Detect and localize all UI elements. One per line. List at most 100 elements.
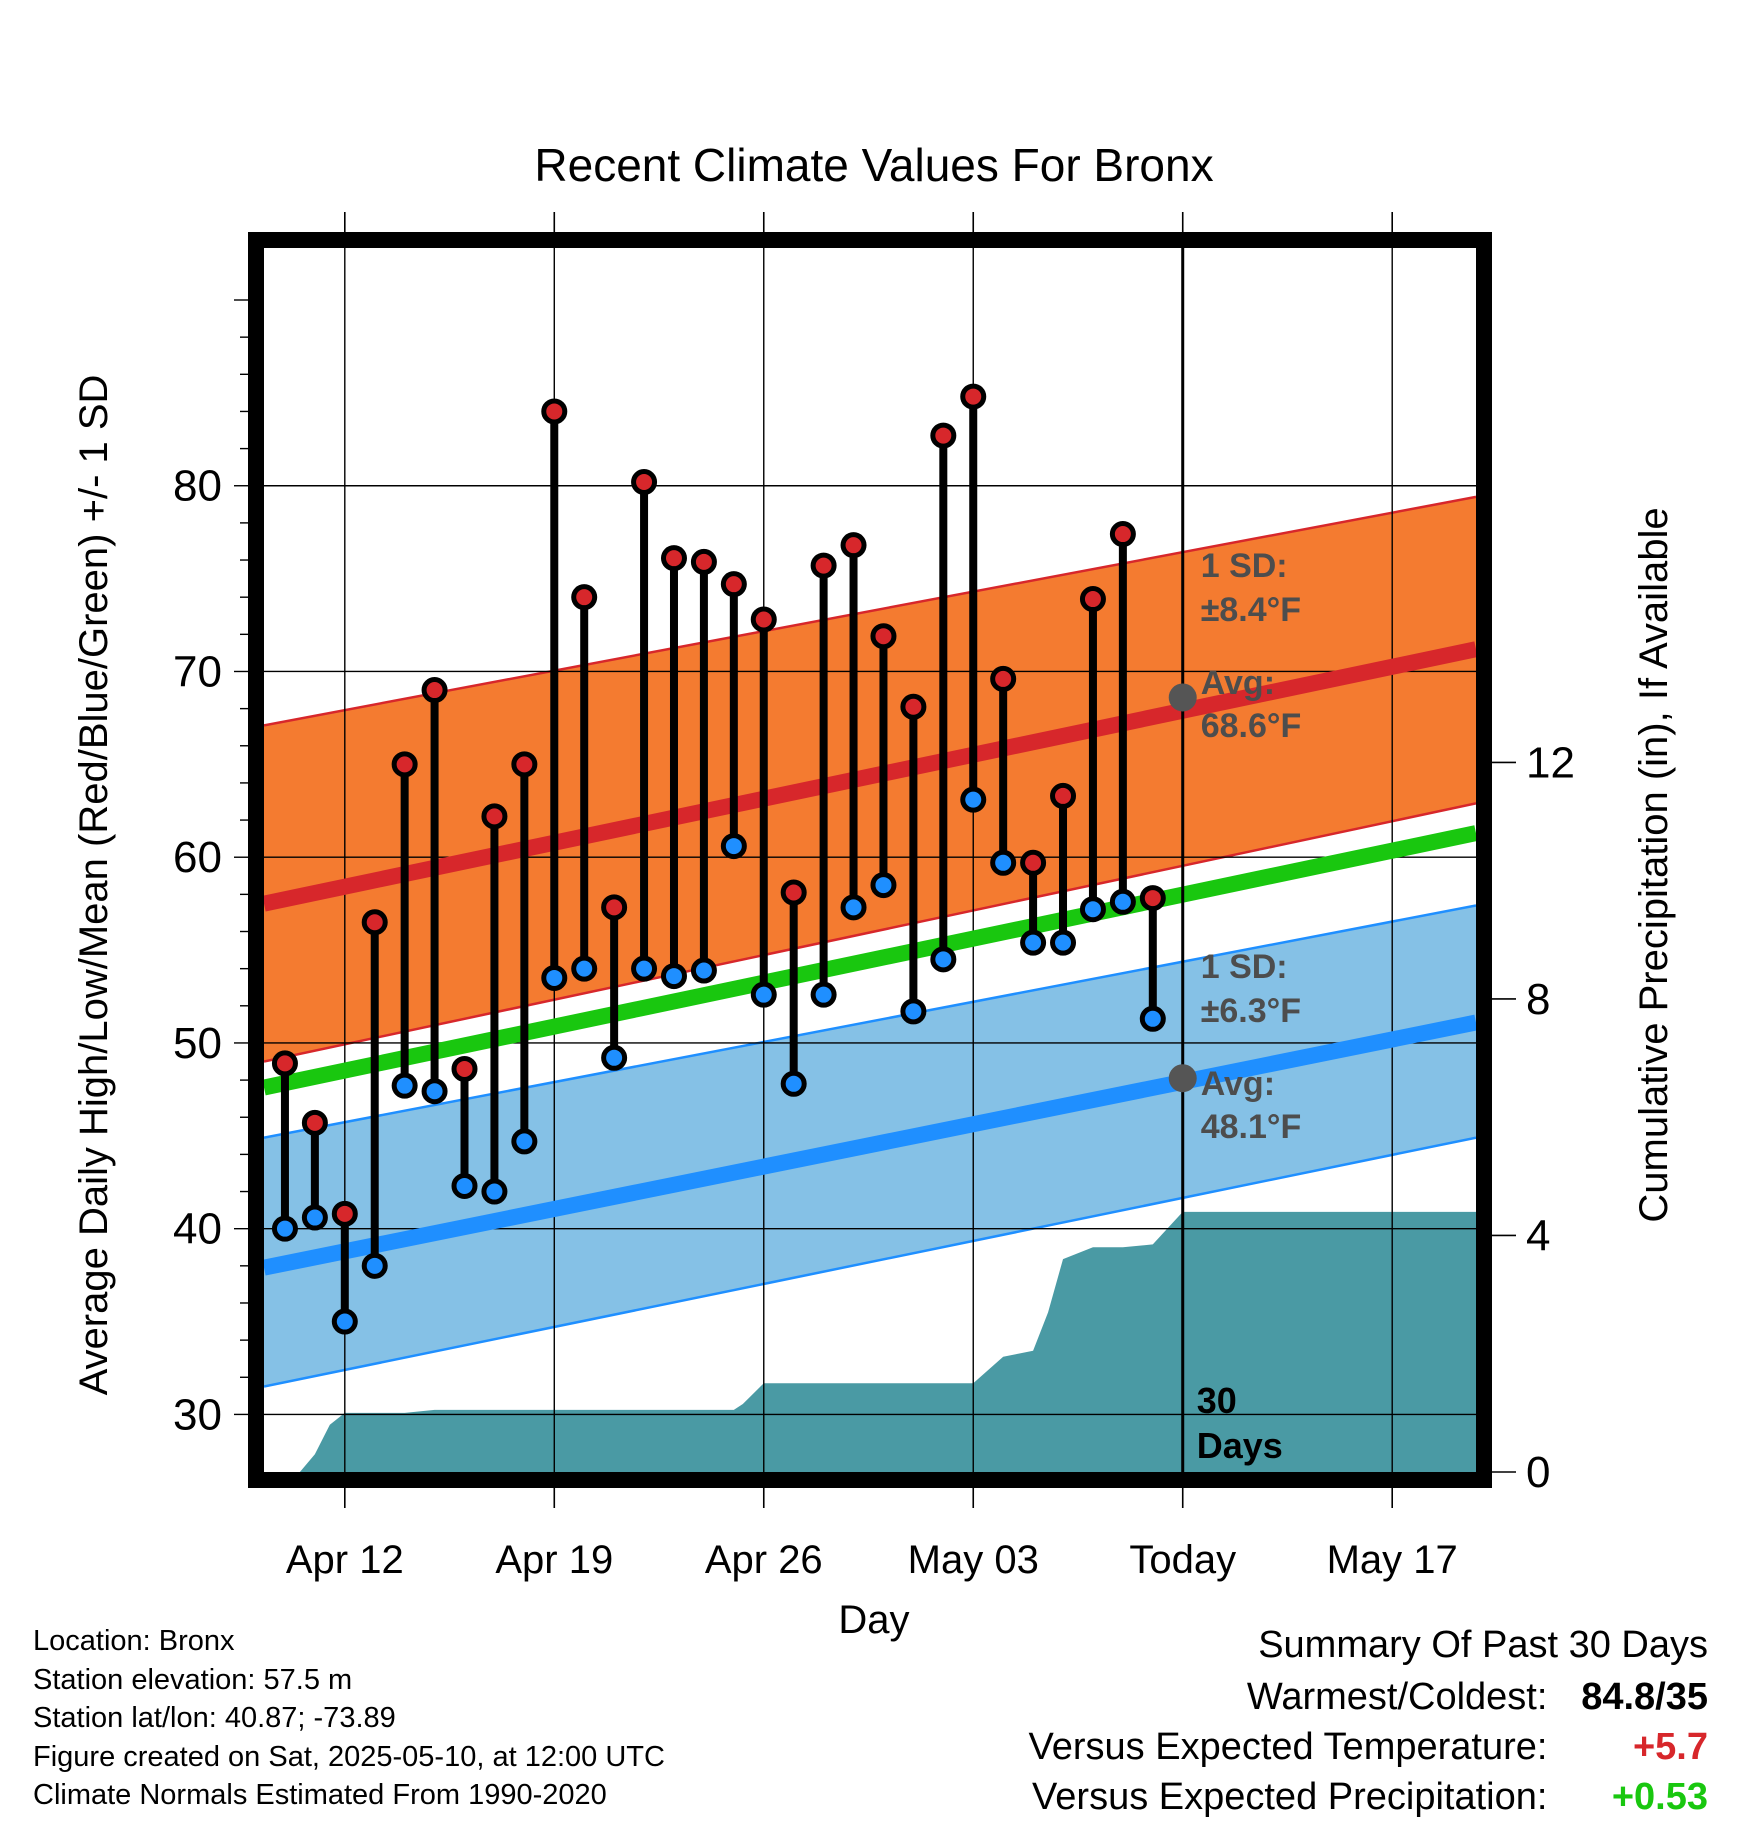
chart-title: Recent Climate Values For Bronx: [534, 139, 1213, 191]
today-days-unit: Days: [1197, 1425, 1283, 1466]
high-point: [511, 751, 538, 778]
info-created: Figure created on Sat, 2025-05-10, at 12…: [33, 1740, 665, 1773]
low-sd-lower-line: [264, 1136, 1476, 1388]
high-point: [631, 469, 658, 496]
plot-area: 1 SD: ±8.4°F Avg: 68.6°F 1 SD: ±6.3°F Avg: 48.1…: [264, 248, 1476, 1472]
high-point: [271, 1050, 298, 1077]
x-axis-label: Day: [838, 1598, 909, 1642]
high-point: [930, 422, 957, 449]
today-days-number: 30: [1197, 1380, 1237, 1421]
high-point: [990, 665, 1017, 692]
low-point: [810, 981, 837, 1008]
high-avg-value: 68.6°F: [1201, 707, 1302, 745]
low-point: [571, 955, 598, 982]
plot-clip-group: 1 SD: ±8.4°F Avg: 68.6°F 1 SD: ±6.3°F Avg: 48.1…: [264, 248, 1476, 1472]
summary-precip-value: +0.53: [1611, 1776, 1708, 1818]
summary-temp-row: Versus Expected Temperature: +5.7: [1029, 1722, 1708, 1772]
low-point: [900, 998, 927, 1025]
low-avg-label: Avg:: [1201, 1065, 1275, 1103]
low-point: [930, 946, 957, 973]
info-elevation: Station elevation: 57.5 m: [33, 1663, 353, 1696]
high-point: [960, 383, 987, 410]
high-point: [541, 398, 568, 425]
low-point: [780, 1070, 807, 1097]
summary-precip-row: Versus Expected Precipitation: +0.53: [1029, 1772, 1708, 1822]
high-avg-line: [264, 641, 1476, 912]
station-info: Location: Bronx Station elevation: 57.5 …: [33, 1622, 665, 1815]
summary-warmest-row: Warmest/Coldest: 84.8/35: [1029, 1672, 1708, 1722]
high-point: [481, 803, 508, 830]
high-point: [1020, 849, 1047, 876]
x-tick-label: Apr 12: [286, 1538, 404, 1582]
y2-tick-label: 8: [1526, 975, 1550, 1024]
high-point: [331, 1200, 358, 1227]
high-point: [421, 677, 448, 704]
high-point: [840, 532, 867, 559]
high-point: [451, 1055, 478, 1082]
low-sd-label: 1 SD:: [1201, 948, 1288, 986]
high-point: [1109, 521, 1136, 548]
high-avg-marker: [1168, 683, 1197, 712]
y-tick-label: 30: [173, 1390, 222, 1439]
high-point: [361, 909, 388, 936]
high-point: [780, 879, 807, 906]
low-point: [1079, 896, 1106, 923]
low-point: [301, 1204, 328, 1231]
low-point: [541, 964, 568, 991]
plot-frame: [248, 232, 1492, 1488]
low-point: [960, 786, 987, 813]
info-latlon: Station lat/lon: 40.87; -73.89: [33, 1702, 396, 1734]
high-point: [301, 1109, 328, 1136]
low-point: [331, 1308, 358, 1335]
high-point: [690, 548, 717, 575]
high-point: [810, 552, 837, 579]
x-tick-label: Today: [1129, 1538, 1236, 1582]
y-tick-label: 40: [173, 1205, 222, 1254]
y-axis-label: Average Daily High/Low/Mean (Red/Blue/Gr…: [72, 375, 116, 1396]
high-point: [900, 693, 927, 720]
axes: 30 40 50 60 70 80 0 4 8 12 Apr 12 Apr 19 Apr 26 May 0…: [173, 212, 1575, 1582]
high-point: [1139, 885, 1166, 912]
x-tick-label: Apr 26: [705, 1538, 823, 1582]
low-point: [481, 1178, 508, 1205]
low-point: [361, 1252, 388, 1279]
low-point: [870, 872, 897, 899]
low-point: [1109, 888, 1136, 915]
summary-temp-label: Versus Expected Temperature:: [1028, 1726, 1548, 1768]
low-point: [990, 849, 1017, 876]
low-point: [1050, 929, 1077, 956]
low-point: [601, 1044, 628, 1071]
x-tick-label: May 17: [1327, 1538, 1458, 1582]
low-point: [840, 894, 867, 921]
low-point: [690, 957, 717, 984]
info-location: Location: Bronx: [33, 1625, 235, 1657]
low-point: [271, 1215, 298, 1242]
high-point: [870, 623, 897, 650]
high-point: [660, 545, 687, 572]
y-tick-label: 60: [173, 833, 222, 882]
high-sd-value: ±8.4°F: [1201, 591, 1301, 629]
high-point: [1079, 586, 1106, 613]
y2-tick-label: 4: [1526, 1211, 1550, 1260]
low-point: [660, 963, 687, 990]
info-normals: Climate Normals Estimated From 1990-2020: [33, 1779, 607, 1811]
low-point: [631, 955, 658, 982]
y-tick-label: 70: [173, 647, 222, 696]
low-point: [1020, 929, 1047, 956]
low-point: [451, 1172, 478, 1199]
high-point: [720, 571, 747, 598]
y2-tick-label: 0: [1526, 1448, 1550, 1497]
x-tick-label: May 03: [908, 1538, 1039, 1582]
summary-precip-label: Versus Expected Precipitation:: [1032, 1776, 1548, 1818]
summary-warmest-label: Warmest/Coldest:: [1246, 1676, 1548, 1718]
high-point: [750, 606, 777, 633]
high-point: [391, 751, 418, 778]
y-tick-label: 50: [173, 1019, 222, 1068]
low-point: [720, 833, 747, 860]
low-point: [391, 1072, 418, 1099]
low-avg-marker: [1168, 1064, 1197, 1093]
low-avg-value: 48.1°F: [1201, 1108, 1302, 1146]
y2-tick-label: 12: [1526, 738, 1575, 787]
high-point: [601, 894, 628, 921]
